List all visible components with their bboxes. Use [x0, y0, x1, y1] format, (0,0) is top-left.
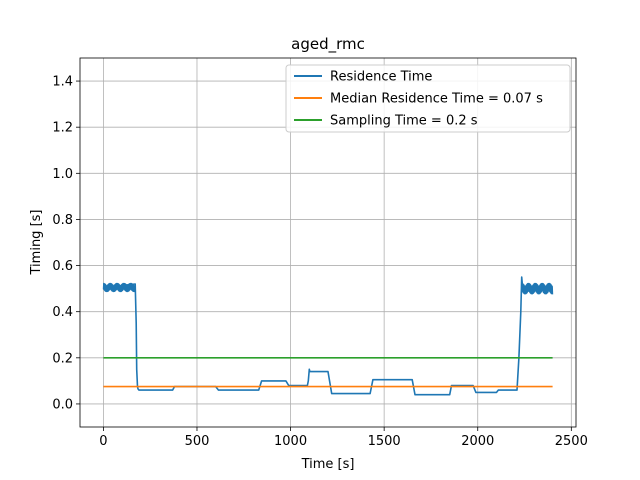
y-tick-label: 1.0	[52, 167, 73, 182]
plot-series	[102, 276, 554, 396]
x-tick-label: 2500	[555, 434, 588, 449]
y-tick-label: 1.2	[52, 121, 73, 136]
x-tick-label: 1000	[274, 434, 307, 449]
y-tick-label: 0.0	[52, 397, 73, 412]
y-axis-label: Timing [s]	[29, 210, 44, 276]
y-tick-label: 0.4	[52, 305, 73, 320]
y-tick-label: 0.8	[52, 213, 73, 228]
legend: Residence Time Median Residence Time = 0.…	[285, 64, 571, 133]
y-axis-ticks: 0.0 0.2 0.4 0.6 0.8 1.0 1.2 1.4	[52, 75, 80, 412]
x-axis-ticks: 0 500 1000 1500 2000 2500	[99, 427, 588, 449]
plot-frame	[79, 57, 577, 428]
legend-label-1: Residence Time	[330, 70, 432, 85]
series-line-1	[103, 276, 553, 396]
x-tick-label: 0	[99, 434, 107, 449]
y-tick-label: 0.6	[52, 259, 73, 274]
legend-label-2: Median Residence Time = 0.07 s	[330, 92, 543, 107]
x-tick-label: 500	[185, 434, 210, 449]
y-tick-label: 0.2	[52, 351, 73, 366]
x-axis-label: Time [s]	[301, 457, 355, 472]
x-tick-label: 1500	[368, 434, 401, 449]
series-noise-1-1	[102, 282, 136, 293]
legend-label-3: Sampling Time = 0.2 s	[330, 114, 478, 129]
y-tick-label: 1.4	[52, 75, 73, 90]
series-noise-1-2	[521, 282, 554, 295]
legend-box	[285, 64, 571, 133]
chart-title: aged_rmc	[291, 35, 365, 54]
x-tick-label: 2000	[461, 434, 494, 449]
